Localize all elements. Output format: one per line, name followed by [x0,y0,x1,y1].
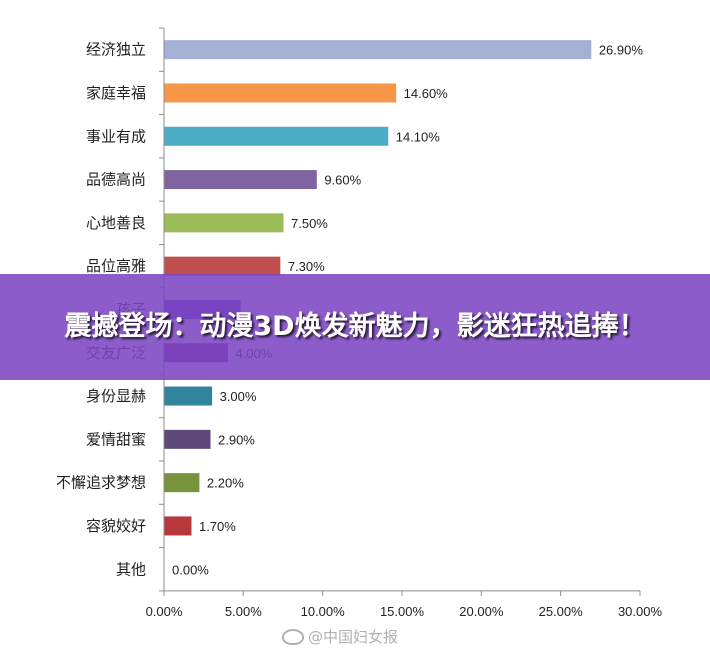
category-label: 容貌姣好 [86,517,146,535]
data-label: 7.30% [288,259,325,274]
category-label: 爱情甜蜜 [86,430,146,448]
bar [164,429,211,449]
x-tick-label: 10.00% [301,604,346,619]
banner-headline: 震撼登场：动漫3D焕发新魅力，影迷狂热追捧！ [64,311,646,342]
data-label: 14.60% [404,86,449,101]
x-tick-label: 25.00% [539,604,584,619]
bar [164,213,284,233]
bar [164,40,592,60]
category-label: 身份显赫 [86,387,146,405]
watermark: @中国妇女报 [282,626,398,647]
bar [164,516,192,536]
x-tick-label: 5.00% [225,604,262,619]
bar [164,170,317,190]
bar [164,473,200,493]
data-label: 2.90% [218,432,255,447]
data-label: 14.10% [396,129,441,144]
category-label: 品位高雅 [86,257,146,275]
weibo-icon [282,628,304,645]
data-label: 2.20% [207,476,244,491]
category-label: 经济独立 [86,41,146,59]
bar [164,126,389,146]
category-label: 品德高尚 [86,171,146,189]
data-label: 3.00% [220,389,257,404]
x-tick-label: 15.00% [380,604,425,619]
watermark-text: @中国妇女报 [308,628,399,646]
data-label: 9.60% [324,173,361,188]
bar [164,83,397,103]
category-label: 心地善良 [86,214,146,232]
category-label: 事业有成 [86,127,146,145]
bar [164,256,281,276]
data-label: 1.70% [199,519,236,534]
x-tick-label: 20.00% [459,604,504,619]
bar [164,386,213,406]
x-tick-label: 30.00% [618,604,663,619]
data-label: 0.00% [172,562,209,577]
category-label: 不懈追求梦想 [56,474,146,492]
overlay-banner[interactable]: 震撼登场：动漫3D焕发新魅力，影迷狂热追捧！ [0,274,710,380]
category-label: 其他 [116,560,146,578]
data-label: 26.90% [599,43,644,58]
category-label: 家庭幸福 [86,84,146,102]
x-tick-label: 0.00% [146,604,183,619]
data-label: 7.50% [291,216,328,231]
